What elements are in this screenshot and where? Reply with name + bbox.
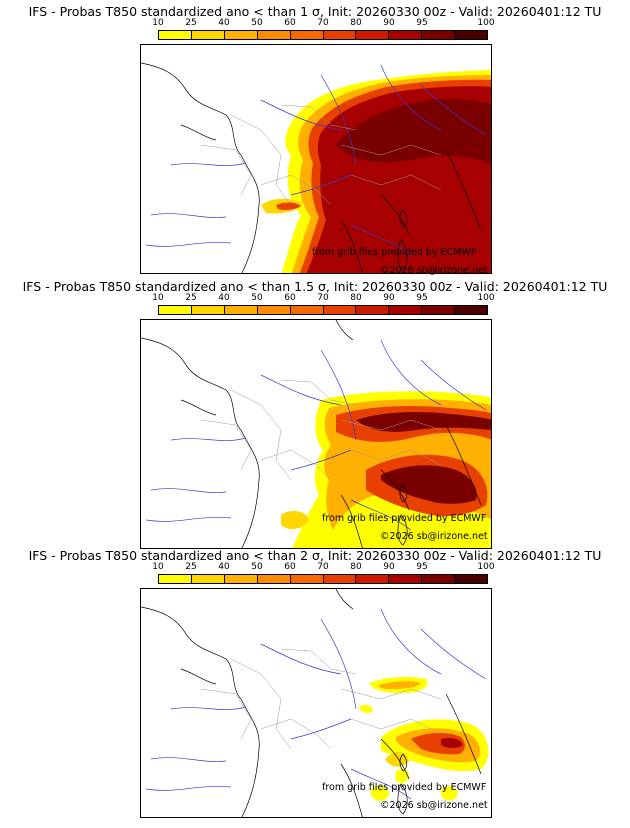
color-legend-bar	[158, 305, 488, 315]
rivers	[145, 608, 487, 800]
copyright-text: ©2026 sb@irizone.net	[380, 531, 488, 542]
legend-bin	[257, 575, 291, 583]
legend-tick: 40	[218, 18, 230, 28]
legend-bin	[455, 31, 488, 39]
legend-bin	[356, 31, 390, 39]
legend-bin	[323, 306, 357, 314]
admin-borders	[200, 648, 442, 750]
legend-tick: 70	[317, 18, 329, 28]
data-credit: from grib files provided by ECMWF	[322, 513, 487, 524]
coastline	[141, 62, 482, 273]
legend-bin	[290, 306, 324, 314]
panel-2sigma: IFS - Probas T850 standardized ano < tha…	[0, 548, 630, 818]
rivers	[145, 64, 487, 256]
copyright-text: ©2026 sb@irizone.net	[380, 265, 488, 276]
coastline	[141, 320, 482, 548]
legend-tick: 60	[284, 562, 296, 572]
legend-bin	[356, 575, 390, 583]
legend-tick: 50	[251, 562, 263, 572]
legend-bin	[224, 575, 258, 583]
legend-tick: 95	[416, 293, 428, 303]
legend-tick: 10	[152, 562, 164, 572]
legend-tick: 50	[251, 293, 263, 303]
probability-field	[281, 391, 491, 548]
panel-title: IFS - Probas T850 standardized ano < tha…	[28, 4, 602, 19]
legend-tick: 90	[383, 18, 395, 28]
panel-title: IFS - Probas T850 standardized ano < tha…	[28, 548, 602, 563]
map-canvas	[141, 589, 489, 817]
coastline	[141, 589, 482, 817]
legend-labels: 10 25 40 50 60 70 80 90 95 100	[140, 562, 500, 574]
legend-tick: 70	[317, 293, 329, 303]
legend-bin	[422, 575, 456, 583]
legend-bin	[290, 31, 324, 39]
probability-map	[140, 44, 492, 274]
admin-borders	[200, 379, 442, 481]
legend-bin	[191, 575, 225, 583]
legend-tick: 25	[185, 18, 197, 28]
legend-bin	[389, 575, 423, 583]
copyright-text: ©2026 sb@irizone.net	[380, 800, 488, 811]
color-legend-bar	[158, 30, 488, 40]
legend-bin	[422, 31, 456, 39]
rivers	[145, 339, 487, 531]
panel-title: IFS - Probas T850 standardized ano < tha…	[22, 279, 608, 294]
map-canvas	[141, 62, 491, 273]
legend-tick: 25	[185, 293, 197, 303]
legend-tick: 60	[284, 18, 296, 28]
probability-map	[140, 319, 492, 549]
probability-field	[261, 70, 491, 273]
legend-tick: 60	[284, 293, 296, 303]
legend-tick: 90	[383, 562, 395, 572]
map-canvas	[141, 320, 491, 548]
legend-bin	[323, 575, 357, 583]
probability-field	[359, 676, 489, 801]
legend-tick: 10	[152, 293, 164, 303]
legend-bin	[290, 575, 324, 583]
admin-borders	[200, 104, 442, 206]
legend-bin	[159, 31, 192, 39]
legend-bin	[323, 31, 357, 39]
legend-tick: 70	[317, 562, 329, 572]
legend-tick: 95	[416, 18, 428, 28]
legend-tick: 95	[416, 562, 428, 572]
legend-bin	[389, 306, 423, 314]
legend-tick: 80	[350, 562, 362, 572]
legend-tick: 100	[477, 562, 495, 572]
legend-bin	[191, 31, 225, 39]
legend-bin	[159, 306, 192, 314]
legend-tick: 40	[218, 562, 230, 572]
legend-tick: 40	[218, 293, 230, 303]
legend-bin	[356, 306, 390, 314]
legend-tick: 100	[477, 18, 495, 28]
legend-bin	[455, 575, 488, 583]
legend-tick: 80	[350, 18, 362, 28]
legend-tick: 90	[383, 293, 395, 303]
legend-bin	[257, 31, 291, 39]
legend-tick: 10	[152, 18, 164, 28]
probability-map	[140, 588, 492, 818]
legend-labels: 10 25 40 50 60 70 80 90 95 100	[140, 293, 500, 305]
panel-1.5sigma: IFS - Probas T850 standardized ano < tha…	[0, 279, 630, 549]
legend-bin	[191, 306, 225, 314]
legend-tick: 100	[477, 293, 495, 303]
legend-bin	[159, 575, 192, 583]
legend-tick: 50	[251, 18, 263, 28]
legend-tick: 80	[350, 293, 362, 303]
panel-1sigma: IFS - Probas T850 standardized ano < tha…	[0, 4, 630, 276]
legend-bin	[389, 31, 423, 39]
legend-tick: 25	[185, 562, 197, 572]
legend-bin	[422, 306, 456, 314]
data-credit: from grib files provided by ECMWF	[312, 247, 477, 258]
legend-bin	[224, 306, 258, 314]
legend-bin	[224, 31, 258, 39]
legend-bin	[455, 306, 488, 314]
data-credit: from grib files provided by ECMWF	[322, 782, 487, 793]
legend-bin	[257, 306, 291, 314]
color-legend-bar	[158, 574, 488, 584]
legend-labels: 10 25 40 50 60 70 80 90 95 100	[140, 18, 500, 30]
